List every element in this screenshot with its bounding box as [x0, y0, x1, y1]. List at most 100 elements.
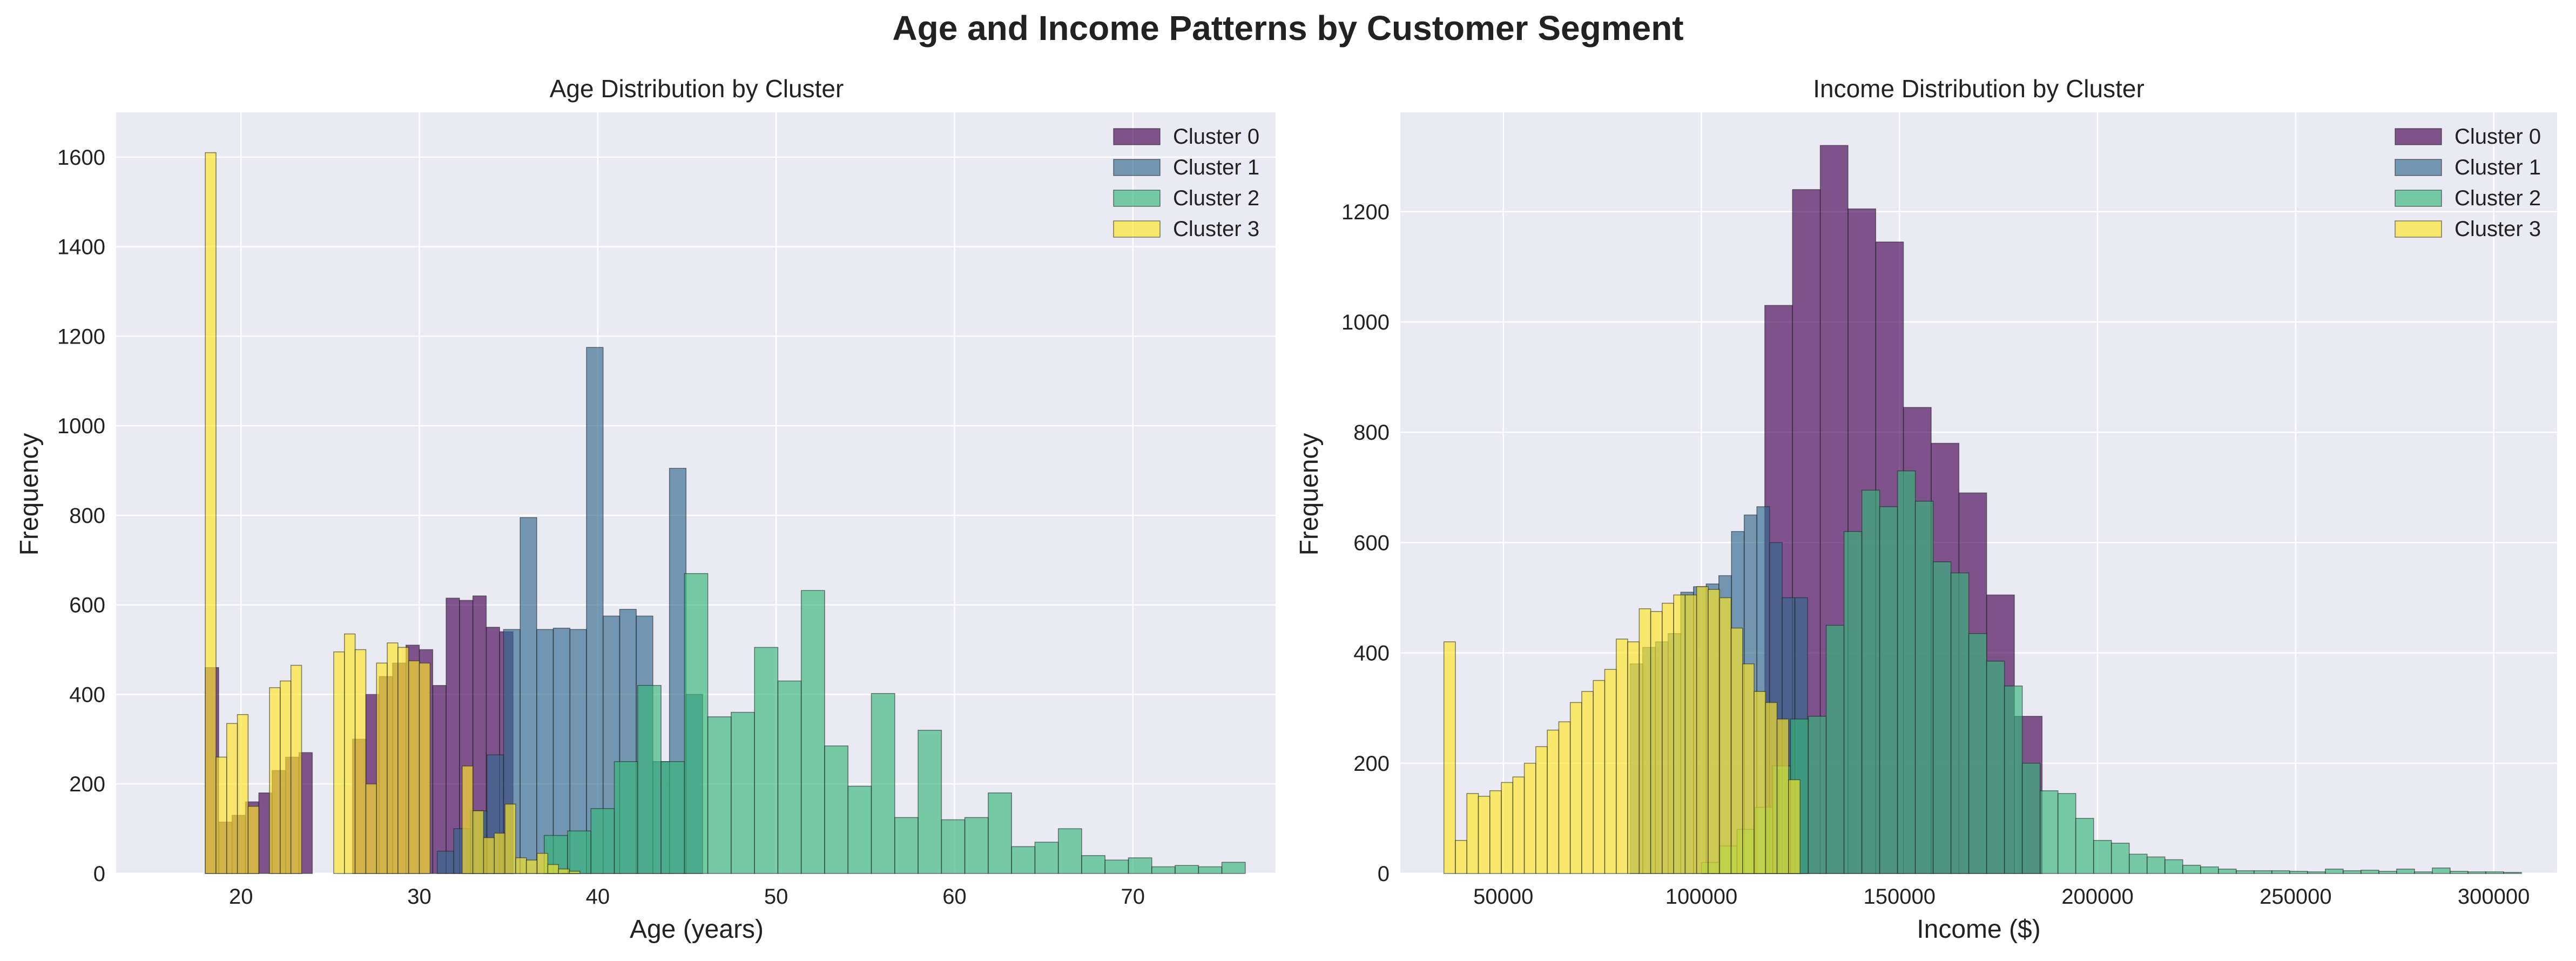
age-y-tick-label: 1400	[57, 236, 105, 259]
income-bar	[1730, 627, 1743, 874]
income-bar	[1569, 702, 1582, 874]
income-legend-swatch	[2395, 190, 2442, 207]
age-bar	[1151, 866, 1176, 874]
income-bar	[1581, 691, 1594, 874]
age-bar	[290, 664, 302, 874]
age-bar	[446, 597, 460, 874]
age-legend-swatch	[1113, 159, 1161, 176]
age-bar	[269, 687, 281, 874]
age-x-tick-label: 20	[229, 885, 253, 909]
age-bar	[472, 810, 484, 874]
age-bar	[1198, 866, 1223, 874]
income-y-tick-label: 600	[1353, 531, 1390, 555]
age-bar	[432, 685, 447, 874]
income-bar	[1861, 489, 1880, 874]
age-x-tick-label: 30	[407, 885, 431, 909]
age-bar	[333, 651, 345, 874]
income-bar	[1968, 633, 1987, 874]
age-bar	[988, 792, 1012, 874]
income-x-axis-label: Income ($)	[1917, 915, 2040, 944]
income-bar	[2004, 686, 2023, 874]
age-y-tick-label: 1000	[57, 414, 105, 438]
age-legend-swatch	[1113, 220, 1161, 238]
income-y-tick-label: 1200	[1341, 200, 1390, 224]
age-y-tick-label: 200	[69, 772, 105, 796]
age-bar	[536, 629, 554, 874]
age-series-2	[543, 573, 1246, 874]
age-bar	[237, 714, 249, 874]
income-bar	[2218, 869, 2237, 874]
income-bar	[2450, 871, 2469, 874]
age-x-tick-label: 60	[942, 885, 967, 909]
income-bar	[1523, 762, 1536, 874]
income-bar	[2307, 871, 2326, 874]
income-bar	[2485, 871, 2504, 874]
income-legend-label: Cluster 3	[2454, 217, 2541, 241]
income-bar	[1650, 611, 1663, 874]
age-bar	[1057, 828, 1082, 874]
age-bar	[1011, 846, 1036, 874]
income-bar	[2093, 839, 2112, 874]
income-legend-label: Cluster 2	[2454, 186, 2541, 210]
income-bar	[1512, 776, 1525, 874]
age-panel: 0 200 400 600 800 1000 1200 1400 1600 20 30 40 50 60 7…	[15, 75, 1276, 944]
age-x-axis-label: Age (years)	[630, 915, 764, 944]
income-bar	[1879, 506, 1898, 874]
income-bar	[1443, 641, 1456, 874]
age-y-tick-label: 1600	[57, 146, 105, 170]
age-x-tick-label: 40	[586, 885, 610, 909]
age-y-tick-label: 0	[93, 862, 105, 886]
age-bar	[1175, 865, 1199, 874]
age-bar	[569, 871, 581, 874]
age-bar	[731, 711, 755, 874]
age-legend-swatch	[1113, 190, 1161, 207]
income-bar	[2128, 854, 2148, 874]
income-bar	[2289, 871, 2308, 874]
age-y-tick-label: 800	[69, 504, 105, 528]
age-legend-label: Cluster 0	[1173, 125, 1259, 149]
income-bar	[1708, 589, 1721, 874]
income-bar	[2057, 793, 2076, 874]
age-bar	[387, 642, 399, 874]
income-bar	[1808, 716, 1827, 874]
income-bar	[1455, 839, 1468, 874]
age-bar	[684, 573, 709, 874]
income-x-tick-label: 250000	[2260, 885, 2331, 909]
income-bar	[1950, 572, 1970, 874]
income-y-axis-label: Frequency	[1295, 433, 1324, 556]
age-bar	[461, 765, 474, 874]
income-bar	[2200, 866, 2219, 874]
income-bar	[1932, 561, 1952, 874]
income-bar	[2075, 818, 2094, 874]
income-bar	[1843, 531, 1863, 874]
income-bar	[2146, 856, 2166, 874]
income-bar	[1788, 779, 1800, 874]
income-bar	[2396, 869, 2415, 874]
income-bar	[2467, 871, 2486, 874]
age-x-tick-label: 70	[1121, 885, 1145, 909]
income-bars	[1443, 145, 2522, 874]
income-bar	[1673, 594, 1686, 874]
age-y-tick-label: 600	[69, 594, 105, 617]
age-bar	[590, 808, 615, 874]
age-bar	[558, 868, 570, 874]
income-bar	[1986, 661, 2005, 874]
age-bar	[1034, 842, 1059, 874]
income-series-3	[1443, 586, 1800, 874]
income-bar	[1914, 501, 1934, 874]
age-bar	[567, 830, 592, 874]
age-bar	[964, 817, 989, 874]
age-bar	[613, 761, 638, 874]
age-legend-label: Cluster 1	[1173, 156, 1259, 179]
income-bar	[1627, 641, 1640, 874]
income-bar	[1742, 663, 1755, 874]
income-bar	[1638, 608, 1651, 874]
age-bar	[483, 837, 495, 874]
income-bar	[1535, 746, 1548, 874]
income-bar	[2343, 870, 2362, 874]
income-chart-title: Income Distribution by Cluster	[1813, 75, 2145, 103]
age-bar	[871, 693, 895, 874]
age-bar	[536, 852, 549, 874]
age-bar	[247, 805, 260, 874]
